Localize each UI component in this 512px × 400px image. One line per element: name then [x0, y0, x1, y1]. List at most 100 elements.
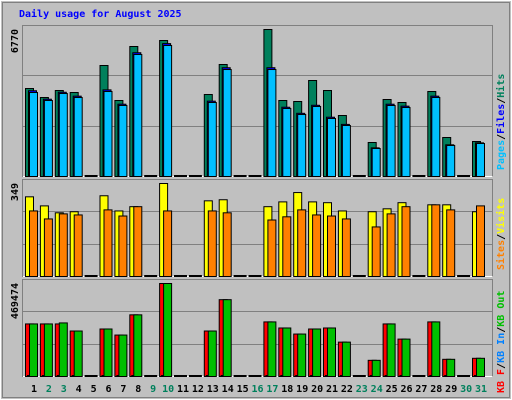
- bar: [192, 375, 202, 377]
- bar: [178, 275, 187, 277]
- bar: [476, 357, 485, 377]
- x-tick-label: 19: [296, 384, 308, 395]
- bar: [371, 148, 381, 177]
- bar: [267, 69, 277, 177]
- legend: Pages/Files/Hits: [495, 74, 507, 170]
- bar: [118, 215, 128, 277]
- legend-separator: /: [496, 134, 507, 140]
- bar: [401, 338, 411, 377]
- legend-entry: Visits: [495, 198, 507, 234]
- bar: [312, 328, 322, 377]
- bar: [43, 100, 53, 177]
- bar: [327, 215, 336, 277]
- x-tick-label: 17: [266, 384, 278, 395]
- legend-entry: KB F: [496, 369, 507, 393]
- bar: [282, 327, 292, 378]
- y-tick-label: 6770: [10, 29, 21, 53]
- bar: [148, 375, 158, 377]
- bar: [237, 175, 247, 177]
- legend: Sites/Visits: [495, 198, 507, 270]
- x-tick-label: 30: [460, 384, 472, 395]
- x-tick-label: 29: [445, 384, 457, 395]
- bar: [58, 213, 68, 277]
- bar: [178, 375, 187, 377]
- y-tick-label: 349: [10, 183, 21, 201]
- bar: [133, 206, 143, 277]
- bar: [312, 105, 322, 177]
- legend-entry: KB Out: [496, 291, 507, 327]
- bar: [73, 97, 83, 177]
- x-tick-label: 8: [135, 384, 141, 395]
- bar: [341, 341, 351, 377]
- x-tick-label: 18: [281, 384, 293, 395]
- bar: [431, 204, 441, 277]
- bar: [222, 299, 232, 377]
- bar: [327, 327, 336, 378]
- bar: [148, 275, 158, 277]
- panel: [22, 25, 493, 177]
- bar: [476, 205, 485, 277]
- x-tick-label: 10: [162, 384, 174, 395]
- x-tick-label: 22: [341, 384, 353, 395]
- bar: [341, 218, 351, 277]
- x-tick-label: 1: [31, 384, 37, 395]
- x-tick-label: 20: [311, 384, 323, 395]
- bar: [446, 144, 456, 178]
- panel: [22, 179, 493, 277]
- legend-entry: Pages: [496, 140, 507, 170]
- bar: [88, 375, 98, 377]
- x-tick-label: 4: [76, 384, 82, 395]
- legend-separator: /: [496, 98, 507, 104]
- bar: [386, 104, 396, 177]
- bar: [29, 92, 38, 177]
- bar: [73, 330, 83, 378]
- x-tick-label: 5: [91, 384, 97, 395]
- bar: [282, 216, 292, 277]
- x-tick-label: 11: [177, 384, 189, 395]
- bar: [252, 175, 262, 177]
- bar: [133, 54, 143, 177]
- bar: [58, 93, 68, 177]
- bar: [29, 210, 38, 277]
- bar: [327, 118, 336, 177]
- bar: [163, 210, 173, 277]
- bar: [356, 175, 366, 177]
- bar: [88, 175, 98, 177]
- bar: [461, 175, 471, 177]
- bar: [386, 213, 396, 277]
- legend-separator: /: [496, 327, 507, 333]
- bar: [207, 102, 217, 177]
- bar: [282, 108, 292, 177]
- bar: [222, 69, 232, 177]
- x-tick-label: 23: [356, 384, 368, 395]
- bar: [252, 275, 262, 277]
- legend-separator: /: [496, 363, 507, 369]
- bar: [103, 328, 113, 377]
- x-tick-label: 21: [326, 384, 338, 395]
- bar: [297, 209, 307, 277]
- bar: [43, 218, 53, 277]
- x-tick-label: 7: [120, 384, 126, 395]
- bar: [416, 175, 426, 177]
- x-tick-label: 16: [251, 384, 263, 395]
- x-tick-label: 25: [386, 384, 398, 395]
- bar: [163, 45, 173, 177]
- legend-entry: Files: [495, 104, 507, 134]
- bar: [252, 375, 262, 377]
- legend-entry: Sites: [495, 240, 507, 270]
- bar: [207, 330, 217, 378]
- x-tick-label: 27: [415, 384, 427, 395]
- x-tick-label: 6: [105, 384, 111, 395]
- bar: [222, 212, 232, 277]
- y-tick-label: 469474: [10, 283, 21, 319]
- x-tick-label: 9: [150, 384, 156, 395]
- bar: [192, 275, 202, 277]
- bar: [476, 142, 485, 178]
- x-tick-label: 13: [207, 384, 219, 395]
- bar: [29, 323, 38, 378]
- bar: [207, 210, 217, 277]
- bar: [297, 333, 307, 378]
- legend-separator: /: [496, 234, 507, 240]
- legend: KB F/KB In/KB Out: [496, 291, 507, 393]
